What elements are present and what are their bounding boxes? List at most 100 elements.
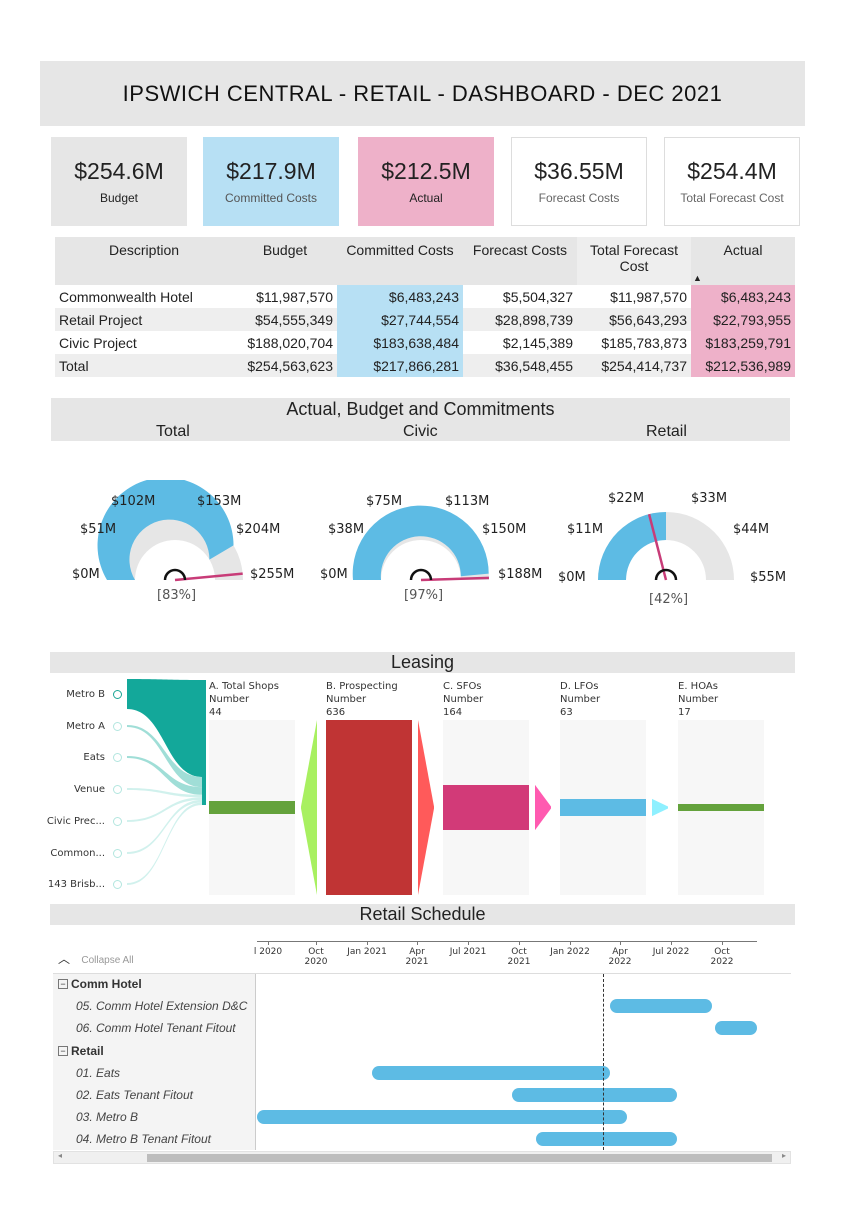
collapse-all-button[interactable]: ︿ Collapse All — [58, 950, 134, 967]
gantt-task-label[interactable]: 01. Eats — [76, 1066, 120, 1080]
column-header[interactable]: Budget — [233, 237, 337, 285]
radio-icon[interactable] — [113, 816, 122, 826]
source-item[interactable]: Common... — [45, 846, 122, 860]
radio-icon[interactable] — [113, 721, 122, 731]
collapse-icon[interactable]: − — [58, 979, 68, 989]
gantt-bar[interactable] — [535, 1132, 678, 1147]
radio-icon[interactable] — [113, 784, 122, 794]
source-label: Metro B — [66, 688, 105, 700]
kpi-value: $254.6M — [74, 158, 164, 184]
radio-icon[interactable] — [113, 689, 122, 699]
gauge-label: $150M — [482, 522, 527, 537]
gantt-bar[interactable] — [371, 1065, 610, 1080]
collapse-icon[interactable]: − — [58, 1045, 68, 1056]
gantt-task-label[interactable]: 02. Eats Tenant Fitout — [76, 1088, 193, 1102]
funnel-connector — [535, 784, 551, 831]
gantt-task-label[interactable]: 06. Comm Hotel Tenant Fitout — [76, 1021, 236, 1035]
leasing-flow-svg — [127, 679, 206, 885]
table-cell: $183,638,484 — [337, 331, 463, 354]
gantt-bar[interactable] — [257, 1110, 627, 1125]
timeline-tick-mark — [316, 941, 317, 945]
table-cell: $188,020,704 — [247, 334, 333, 351]
timeline-tick-mark — [367, 941, 368, 945]
kpi-committed-card[interactable]: $217.9M Committed Costs — [203, 137, 339, 226]
horizontal-scrollbar[interactable]: ◂ ▸ — [53, 1151, 791, 1164]
stage-header: C. SFOs Number 164 — [443, 680, 553, 719]
stage-bar[interactable] — [209, 801, 295, 814]
funnel-connector — [301, 720, 317, 895]
gantt-task-label[interactable]: 05. Comm Hotel Extension D&C — [76, 999, 247, 1013]
table-row[interactable]: Commonwealth Hotel $11,987,570 $6,483,24… — [55, 285, 795, 308]
source-item[interactable]: Eats — [45, 750, 122, 764]
flow-link[interactable] — [127, 679, 202, 777]
source-item[interactable]: 143 Brisb... — [45, 877, 122, 891]
stage-header: E. HOAs Number 17 — [678, 680, 788, 719]
divider — [53, 973, 791, 974]
timeline-tick-mark — [671, 941, 672, 945]
source-item[interactable]: Civic Prec... — [45, 814, 122, 828]
column-header[interactable]: Forecast Costs — [463, 237, 577, 285]
flow-link[interactable] — [127, 799, 202, 854]
timeline-tick-label: Apr 2022 — [608, 947, 632, 967]
source-item[interactable]: Metro A — [45, 719, 122, 733]
column-header[interactable]: Description — [55, 237, 233, 285]
flow-link[interactable] — [127, 756, 202, 795]
table-total-row[interactable]: Total $254,563,623 $217,866,281 $36,548,… — [55, 354, 795, 377]
stage-bar[interactable] — [326, 720, 412, 895]
kpi-total-forecast-card[interactable]: $254.4M Total Forecast Cost — [664, 137, 800, 226]
kpi-label: Committed Costs — [224, 191, 318, 205]
radio-icon[interactable] — [113, 848, 122, 858]
group-label: Retail — [71, 1043, 104, 1058]
stage-bar[interactable] — [678, 804, 764, 811]
gauge-total[interactable] — [97, 480, 243, 582]
sort-ascending-icon[interactable]: ▲ — [693, 273, 702, 283]
kpi-label: Forecast Costs — [538, 191, 620, 205]
source-item[interactable]: Venue — [45, 782, 122, 796]
gauge-retail[interactable] — [598, 512, 734, 581]
divider — [255, 974, 256, 1150]
flow-link[interactable] — [127, 788, 202, 798]
radio-icon[interactable] — [113, 879, 122, 889]
gantt-bar[interactable] — [512, 1088, 678, 1102]
section-title: Retail Schedule — [359, 904, 486, 924]
task-label: 02. Eats Tenant Fitout — [76, 1088, 193, 1102]
table-row[interactable]: Civic Project $188,020,704 $183,638,484 … — [55, 331, 795, 354]
gantt-bar[interactable] — [714, 1021, 757, 1036]
table-cell: $212,536,989 — [691, 354, 795, 377]
flow-link[interactable] — [127, 802, 202, 885]
flow-link[interactable] — [127, 725, 202, 788]
gauge-civic[interactable] — [352, 505, 490, 582]
scroll-left-icon[interactable]: ◂ — [58, 1151, 63, 1160]
radio-icon[interactable] — [113, 752, 122, 762]
source-item[interactable]: Metro B — [45, 687, 122, 701]
table-cell: Total — [55, 354, 233, 377]
stage-name: C. SFOs — [443, 681, 482, 692]
kpi-actual-card[interactable]: $212.5M Actual — [358, 137, 494, 226]
kpi-forecast-card[interactable]: $36.55M Forecast Costs — [511, 137, 647, 226]
scrollbar-thumb[interactable] — [147, 1154, 772, 1162]
column-header[interactable]: Actual ▲ — [691, 237, 795, 285]
gantt-task-label[interactable]: 03. Metro B — [76, 1110, 138, 1124]
kpi-budget-card[interactable]: $254.6M Budget — [51, 137, 187, 226]
table-row[interactable]: Retail Project $54,555,349 $27,744,554 $… — [55, 308, 795, 331]
kpi-value: $36.55M — [534, 158, 624, 184]
timeline-tick-mark — [268, 941, 269, 945]
funnel-connector — [418, 720, 434, 895]
stage-header: A. Total Shops Number 44 — [209, 680, 319, 719]
gauge-needle — [174, 572, 243, 582]
gauge-label: $51M — [80, 522, 117, 537]
gantt-group-row[interactable]: − Comm Hotel — [58, 977, 142, 991]
table-cell: Civic Project — [59, 334, 137, 351]
stage-bar[interactable] — [560, 798, 646, 817]
column-header[interactable]: Committed Costs — [337, 237, 463, 285]
scroll-right-icon[interactable]: ▸ — [781, 1151, 786, 1160]
table-cell: Commonwealth Hotel — [59, 288, 193, 305]
gauge-fill — [352, 505, 489, 580]
column-header[interactable]: Total Forecast Cost — [577, 237, 691, 285]
gantt-task-label[interactable]: 04. Metro B Tenant Fitout — [76, 1132, 211, 1146]
gantt-group-row[interactable]: − Retail — [58, 1044, 104, 1058]
flow-link[interactable] — [127, 797, 202, 822]
gantt-bar[interactable] — [609, 999, 712, 1014]
stage-bar[interactable] — [443, 784, 529, 831]
stage-value: 17 — [678, 707, 691, 718]
